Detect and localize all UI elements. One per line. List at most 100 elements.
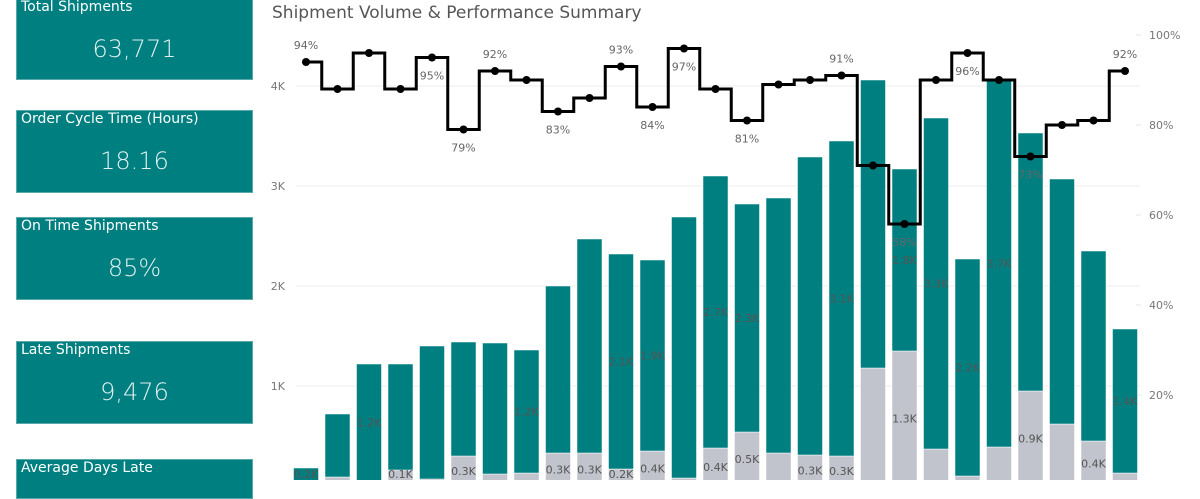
bar-on-time — [639, 259, 666, 452]
bar-label-late: 1.3K — [892, 413, 917, 426]
kpi-card-total-shipments[interactable]: Total Shipments 63,771 — [16, 0, 253, 80]
bar-on-time — [324, 413, 351, 478]
bar-on-time — [545, 285, 571, 454]
left-axis-tick: 4K — [271, 80, 286, 93]
kpi-value: 85% — [107, 254, 162, 282]
line-data-label: 94% — [294, 39, 318, 52]
line-data-label: 96% — [955, 65, 979, 78]
bar-on-time — [923, 117, 949, 450]
shipment-chart: 1K 2K 3K 4K 20% 40% 60% 80% 100% 0.2K 1.2K 0.1K 0.3K… — [271, 29, 1180, 480]
bar-label-on-time: 1.4K — [1113, 395, 1138, 408]
bar-label-late: 0.9K — [1018, 433, 1043, 446]
bar-label-late: 0.4K — [1081, 458, 1106, 471]
line-point — [554, 107, 562, 116]
bar-on-time — [450, 341, 477, 457]
right-axis-tick: 20% — [1149, 389, 1173, 402]
bar-label-on-time: 2.3K — [735, 312, 760, 325]
bar-on-time — [1112, 328, 1138, 474]
line-point — [522, 76, 531, 84]
bar-late — [450, 455, 477, 480]
bar-on-time — [356, 363, 382, 480]
line-point — [333, 85, 342, 93]
right-axis-tick: 100% — [1149, 29, 1180, 42]
line-data-label: 92% — [483, 48, 507, 61]
kpi-label: Order Cycle Time (Hours) — [21, 111, 199, 127]
bar-late — [576, 452, 603, 480]
left-axis-tick: 1K — [271, 380, 286, 393]
bar-late — [797, 454, 823, 480]
bar-label-late: 0.4K — [703, 461, 728, 474]
line-point — [585, 94, 594, 102]
bar-label-late: 0.3K — [451, 465, 476, 478]
bar-on-time — [576, 238, 603, 454]
bar-on-time — [608, 253, 634, 470]
line-point — [932, 76, 940, 84]
line-point — [680, 44, 688, 53]
line-point — [1026, 152, 1035, 161]
right-axis-tick: 40% — [1149, 299, 1173, 312]
line-data-label: 95% — [420, 70, 444, 83]
bar-label-on-time: 3.3K — [924, 278, 949, 291]
bar-late — [986, 446, 1012, 480]
kpi-card-late-shipments[interactable]: Late Shipments 9,476 — [16, 341, 253, 424]
kpi-value: 9,476 — [100, 378, 169, 406]
bar-label-late: 0.3K — [798, 465, 823, 478]
bar-late — [860, 367, 886, 480]
bar-on-time — [828, 140, 855, 457]
bar-on-time — [954, 258, 981, 477]
line-point — [711, 85, 720, 93]
bar-on-time — [1080, 250, 1107, 442]
bar-late — [513, 472, 540, 480]
line-point — [1121, 67, 1129, 75]
line-data-label: 93% — [609, 44, 633, 57]
bar-label-late: 0.2K — [609, 468, 634, 480]
bar-late — [1112, 472, 1138, 480]
line-point — [995, 76, 1003, 84]
kpi-card-order-cycle-time[interactable]: Order Cycle Time (Hours) 18.16 — [16, 110, 253, 193]
kpi-value: 18.16 — [100, 147, 169, 175]
bar-late — [828, 455, 855, 480]
bar-on-time — [482, 342, 508, 475]
bar-on-time — [513, 349, 540, 474]
bar-label-on-time: 3.1K — [829, 293, 854, 306]
line-point — [1058, 121, 1066, 129]
bar-on-time — [419, 345, 445, 480]
bar-label-late: 0.3K — [546, 464, 571, 477]
bar-late — [891, 350, 918, 480]
bar-label-on-time: 2.7K — [703, 306, 728, 319]
line-point — [1089, 116, 1098, 125]
line-point — [302, 58, 310, 66]
line-data-label: 92% — [1113, 48, 1137, 61]
bar-label-on-time: 1.2K — [514, 406, 539, 419]
line-data-label: 58% — [892, 236, 916, 249]
bar-label-on-time: 2.1K — [609, 356, 634, 369]
kpi-label: On Time Shipments — [21, 218, 159, 234]
bar-on-time — [671, 216, 697, 479]
bar-label-late: 0.1K — [388, 468, 413, 480]
bar-on-time — [860, 79, 886, 369]
bar-late — [1049, 423, 1075, 480]
bar-label-late: 0.4K — [640, 463, 665, 476]
kpi-label: Average Days Late — [21, 460, 153, 476]
line-point — [617, 62, 625, 71]
bar-label-late: 0.3K — [829, 465, 854, 478]
line-data-label: 83% — [546, 124, 570, 137]
bar-on-time — [891, 168, 918, 352]
bar-label-on-time: 1.8K — [892, 254, 917, 267]
kpi-card-on-time-shipments[interactable]: On Time Shipments 85% — [16, 217, 253, 300]
bar-late — [1080, 440, 1107, 480]
line-data-label: 73% — [1018, 169, 1042, 182]
kpi-value: 63,771 — [92, 35, 177, 63]
bar-on-time — [1017, 132, 1044, 392]
bar-label-on-time: 3.7K — [987, 258, 1012, 271]
line-point — [491, 67, 499, 75]
line-data-label: 79% — [451, 142, 475, 155]
line-point — [774, 80, 783, 89]
bar-label-on-time: 1.9K — [640, 350, 665, 363]
right-axis-tick: 80% — [1149, 119, 1173, 132]
line-data-label: 97% — [672, 61, 696, 74]
line-point — [365, 49, 373, 57]
bar-late — [482, 473, 508, 480]
bar-on-time — [797, 156, 823, 456]
line-point — [428, 53, 436, 62]
